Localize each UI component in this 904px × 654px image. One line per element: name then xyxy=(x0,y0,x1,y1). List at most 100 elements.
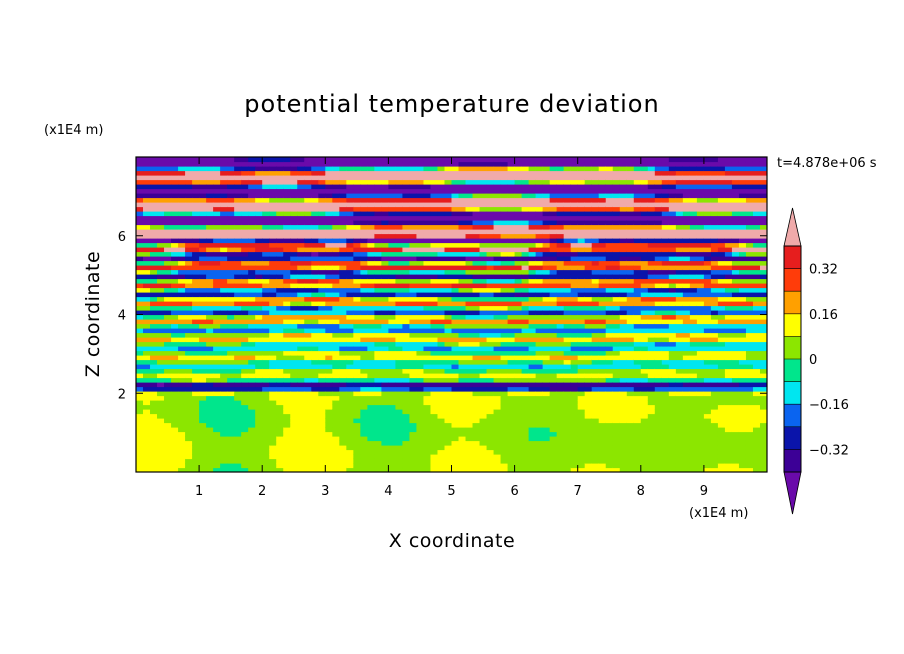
field-cell xyxy=(570,283,579,289)
field-cell xyxy=(304,350,312,356)
field-cell xyxy=(185,274,193,280)
field-cell xyxy=(591,310,600,316)
field-cell xyxy=(339,305,347,311)
field-cell xyxy=(486,269,495,275)
field-cell xyxy=(437,215,446,221)
field-cell xyxy=(353,436,361,442)
field-cell xyxy=(409,287,418,293)
field-cell xyxy=(395,323,404,329)
field-cell xyxy=(479,364,488,370)
field-cell xyxy=(570,346,579,352)
field-cell xyxy=(143,175,151,181)
field-cell xyxy=(241,184,249,190)
field-cell xyxy=(199,256,207,262)
field-cell xyxy=(325,463,333,469)
field-cell xyxy=(528,436,537,442)
field-cell xyxy=(374,395,382,401)
field-cell xyxy=(136,157,144,163)
field-cell xyxy=(493,166,502,172)
field-cell xyxy=(248,215,256,221)
field-cell xyxy=(339,332,347,338)
field-cell xyxy=(416,278,425,284)
field-cell xyxy=(409,391,418,397)
field-cell xyxy=(388,458,397,464)
field-cell xyxy=(570,463,579,469)
field-cell xyxy=(577,188,586,194)
field-cell xyxy=(437,184,446,190)
field-cell xyxy=(514,346,523,352)
field-cell xyxy=(402,278,411,284)
field-cell xyxy=(290,170,298,176)
field-cell xyxy=(521,440,530,446)
field-cell xyxy=(570,436,579,442)
field-cell xyxy=(444,238,453,244)
field-cell xyxy=(157,256,165,262)
field-cell xyxy=(549,458,558,464)
field-cell xyxy=(514,305,523,311)
field-cell xyxy=(535,310,544,316)
field-cell xyxy=(360,265,368,271)
field-cell xyxy=(269,449,277,455)
field-cell xyxy=(507,346,516,352)
field-cell xyxy=(220,283,228,289)
field-cell xyxy=(598,355,607,361)
field-cell xyxy=(591,215,600,221)
field-cell xyxy=(255,332,263,338)
field-cell xyxy=(598,224,607,230)
field-cell xyxy=(584,310,593,316)
field-cell xyxy=(185,427,193,433)
field-cell xyxy=(241,292,249,298)
field-cell xyxy=(255,368,263,374)
field-cell xyxy=(360,386,368,392)
field-cell xyxy=(304,382,312,388)
field-cell xyxy=(591,319,600,325)
field-cell xyxy=(402,188,411,194)
field-cell xyxy=(367,305,375,311)
field-cell xyxy=(199,314,207,320)
field-cell xyxy=(220,373,228,379)
field-cell xyxy=(402,409,411,415)
field-cell xyxy=(507,287,516,293)
field-cell xyxy=(213,314,221,320)
field-cell xyxy=(192,166,200,172)
field-cell xyxy=(402,238,411,244)
field-cell xyxy=(332,233,340,239)
field-cell xyxy=(353,346,361,352)
field-cell xyxy=(332,211,340,217)
field-cell xyxy=(605,242,614,248)
field-cell xyxy=(500,467,509,472)
field-cell xyxy=(549,386,558,392)
field-cell xyxy=(255,400,263,406)
field-cell xyxy=(255,265,263,271)
field-cell xyxy=(416,215,425,221)
field-cell xyxy=(339,373,347,379)
field-cell xyxy=(605,211,614,217)
field-cell xyxy=(584,260,593,266)
field-cell xyxy=(612,193,621,199)
field-cell xyxy=(199,431,207,437)
field-cell xyxy=(206,269,214,275)
field-cell xyxy=(381,346,389,352)
field-cell xyxy=(388,346,397,352)
field-cell xyxy=(430,350,439,356)
field-cell xyxy=(353,458,361,464)
field-cell xyxy=(542,161,551,167)
field-cell xyxy=(458,224,467,230)
field-cell xyxy=(423,157,432,163)
field-cell xyxy=(150,157,158,163)
field-cell xyxy=(556,409,565,415)
field-cell xyxy=(493,319,502,325)
field-cell xyxy=(220,323,228,329)
field-cell xyxy=(346,458,354,464)
field-cell xyxy=(507,229,516,235)
field-cell xyxy=(374,445,382,451)
field-cell xyxy=(577,355,586,361)
field-cell xyxy=(605,359,614,365)
field-cell xyxy=(556,170,565,176)
field-cell xyxy=(514,274,523,280)
field-cell xyxy=(514,418,523,424)
field-cell xyxy=(500,170,509,176)
field-cell xyxy=(507,301,516,307)
field-cell xyxy=(241,233,249,239)
field-cell xyxy=(395,346,404,352)
